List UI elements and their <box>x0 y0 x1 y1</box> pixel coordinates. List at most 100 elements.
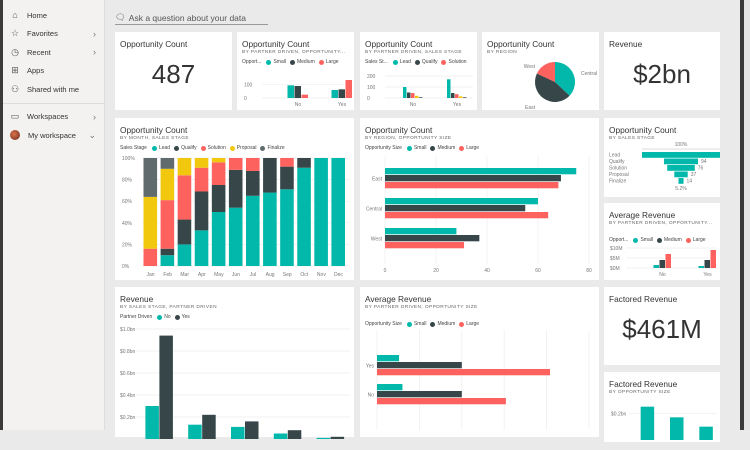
pie-slice[interactable] <box>536 62 555 82</box>
bar[interactable] <box>415 95 419 98</box>
bar[interactable] <box>301 94 309 98</box>
bar[interactable] <box>447 79 451 98</box>
bar[interactable] <box>159 335 173 439</box>
bar[interactable] <box>670 417 684 440</box>
nav-home[interactable]: ⌂ Home <box>3 6 104 25</box>
bar-segment[interactable] <box>297 158 311 168</box>
bar-segment[interactable] <box>160 248 175 256</box>
bar-segment[interactable] <box>177 158 192 176</box>
tile-t12[interactable]: Factored Revenue $461M <box>604 287 720 365</box>
bar-segment[interactable] <box>160 168 175 201</box>
bar[interactable] <box>704 260 711 268</box>
tile-t3[interactable]: Opportunity Count BY PARTNER DRIVEN, SALE… <box>360 32 477 110</box>
bar[interactable] <box>407 92 411 99</box>
tile-t2[interactable]: Opportunity Count BY PARTNER DRIVEN, OPPO… <box>237 32 354 110</box>
qa-input[interactable]: 🗨 Ask a question about your data <box>115 11 268 25</box>
bar-segment[interactable] <box>297 167 311 266</box>
bar[interactable] <box>463 97 467 98</box>
tile-t4[interactable]: Opportunity Count BY REGION Central East Wes… <box>482 32 599 111</box>
bar[interactable] <box>411 93 415 98</box>
bar[interactable] <box>698 266 705 268</box>
bar-segment[interactable] <box>211 185 226 212</box>
bar-segment[interactable] <box>331 158 345 266</box>
funnel-bar[interactable] <box>667 165 695 171</box>
pie-slice[interactable] <box>535 73 570 103</box>
bar-segment[interactable] <box>228 158 243 170</box>
bar[interactable] <box>385 212 549 219</box>
bar-segment[interactable] <box>314 158 328 266</box>
bar-segment[interactable] <box>177 175 192 220</box>
bar[interactable] <box>331 90 339 98</box>
bar-segment[interactable] <box>280 189 294 266</box>
tile-t11[interactable]: Average Revenue BY PARTNER DRIVEN, OPPORT… <box>360 287 599 437</box>
bar[interactable] <box>377 391 462 398</box>
bar[interactable] <box>385 198 538 205</box>
bar-segment[interactable] <box>143 158 158 197</box>
bar[interactable] <box>640 406 655 440</box>
bar-segment[interactable] <box>177 244 192 266</box>
bar-segment[interactable] <box>194 167 209 192</box>
bar[interactable] <box>710 250 717 268</box>
tile-t9[interactable]: Average Revenue BY PARTNER DRIVEN, OPPORT… <box>604 203 720 280</box>
nav-workspaces[interactable]: ▭ Workspaces › <box>3 108 104 127</box>
bar[interactable] <box>665 254 672 268</box>
bar[interactable] <box>316 437 331 439</box>
tile-t13[interactable]: Factored Revenue BY OPPORTUNITY SIZE $0.2b… <box>604 372 720 442</box>
bar[interactable] <box>345 80 353 98</box>
bar[interactable] <box>231 426 245 439</box>
bar-segment[interactable] <box>228 169 243 208</box>
bar-segment[interactable] <box>160 200 175 249</box>
bar[interactable] <box>377 398 506 405</box>
bar-segment[interactable] <box>194 191 209 231</box>
bar[interactable] <box>419 97 423 98</box>
bar[interactable] <box>202 414 216 439</box>
bar[interactable] <box>338 89 346 98</box>
bar[interactable] <box>188 424 202 439</box>
nav-my-workspace[interactable]: My workspace ⌄ <box>3 126 104 145</box>
bar[interactable] <box>330 436 345 439</box>
bar[interactable] <box>385 175 561 182</box>
funnel-bar[interactable] <box>678 178 684 184</box>
bar-segment[interactable] <box>211 162 226 185</box>
nav-shared[interactable]: ⚇ Shared with me <box>3 80 104 99</box>
bar-segment[interactable] <box>211 158 226 163</box>
funnel-bar[interactable] <box>642 152 720 158</box>
bar-segment[interactable] <box>211 212 226 266</box>
bar[interactable] <box>377 384 403 391</box>
bar-segment[interactable] <box>160 255 175 266</box>
bar-segment[interactable] <box>143 196 158 249</box>
bar[interactable] <box>451 93 455 98</box>
bar-segment[interactable] <box>246 170 260 196</box>
scrollbar[interactable] <box>740 0 750 430</box>
bar-segment[interactable] <box>263 158 277 193</box>
bar[interactable] <box>403 87 407 98</box>
bar[interactable] <box>385 228 457 235</box>
funnel-bar[interactable] <box>663 158 699 165</box>
nav-apps[interactable]: ⊞ Apps <box>3 62 104 81</box>
nav-favorites[interactable]: ☆ Favorites › <box>3 25 104 44</box>
bar[interactable] <box>273 433 288 440</box>
bar-segment[interactable] <box>246 158 260 171</box>
bar-segment[interactable] <box>280 158 294 167</box>
bar[interactable] <box>459 96 463 98</box>
bar-segment[interactable] <box>280 166 294 190</box>
pie-slice[interactable] <box>555 62 575 96</box>
tile-t7[interactable]: Opportunity Count BY REGION, OPPORTUNITY … <box>360 118 599 280</box>
bar-segment[interactable] <box>228 207 243 266</box>
bar-segment[interactable] <box>177 219 192 245</box>
bar-segment[interactable] <box>194 230 209 266</box>
bar[interactable] <box>653 265 660 268</box>
bar[interactable] <box>294 86 302 98</box>
bar-segment[interactable] <box>194 158 209 168</box>
bar[interactable] <box>699 426 713 440</box>
tile-t5[interactable]: Revenue $2bn <box>604 32 720 110</box>
tile-t6[interactable]: Opportunity Count BY MONTH, SALES STAGE Sa… <box>115 118 354 280</box>
bar[interactable] <box>377 369 550 376</box>
bar[interactable] <box>385 168 577 175</box>
bar[interactable] <box>245 421 259 439</box>
bar[interactable] <box>385 205 526 212</box>
bar[interactable] <box>287 85 295 98</box>
tile-t10[interactable]: Revenue BY SALES STAGE, PARTNER DRIVEN Par… <box>115 287 354 440</box>
bar[interactable] <box>659 260 666 268</box>
tile-t1[interactable]: Opportunity Count 487 <box>115 32 232 110</box>
